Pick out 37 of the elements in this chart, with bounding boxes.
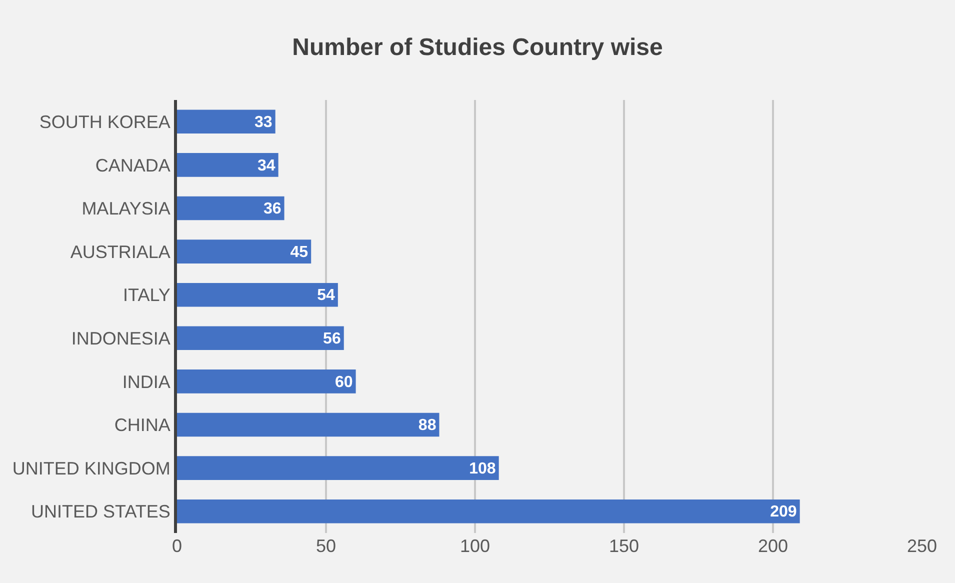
data-label: 45 [290, 242, 308, 261]
x-tick-label: 100 [460, 536, 490, 556]
data-label: 108 [469, 459, 496, 478]
x-tick-label: 250 [906, 536, 938, 556]
data-label: 209 [770, 502, 797, 521]
y-tick-label: CANADA [95, 155, 170, 176]
y-tick-label: CHINA [114, 415, 170, 436]
bar [177, 456, 499, 480]
bar [177, 326, 344, 350]
data-label: 56 [323, 329, 341, 348]
bar [177, 153, 278, 177]
y-tick-label: AUSTRIALA [70, 242, 170, 262]
bar [177, 499, 800, 524]
x-tick-label: 200 [758, 536, 788, 556]
x-tick-label: 50 [316, 536, 336, 556]
data-label: 54 [317, 286, 335, 304]
bar [177, 196, 284, 220]
data-label: 60 [334, 372, 353, 391]
bar [177, 412, 440, 437]
y-tick-label: MALAYSIA [82, 198, 170, 219]
y-tick-label: UNITED KINGDOM [12, 458, 170, 478]
data-label: 33 [254, 112, 272, 131]
data-label: 34 [257, 156, 276, 174]
bar [177, 110, 276, 134]
bar [177, 370, 356, 394]
y-tick-label: INDIA [122, 372, 170, 392]
x-tick-label: 150 [608, 536, 640, 556]
y-tick-label: ITALY [123, 285, 170, 306]
x-tick-label: 0 [172, 536, 182, 556]
data-label: 88 [418, 416, 436, 434]
y-tick-label: SOUTH KOREA [39, 112, 170, 132]
chart-title: Number of Studies Country wise [292, 34, 663, 62]
data-label: 36 [263, 200, 282, 218]
bar [177, 240, 312, 264]
y-tick-label: UNITED STATES [31, 502, 170, 522]
bar [177, 282, 338, 307]
y-tick-label: INDONESIA [71, 328, 170, 348]
